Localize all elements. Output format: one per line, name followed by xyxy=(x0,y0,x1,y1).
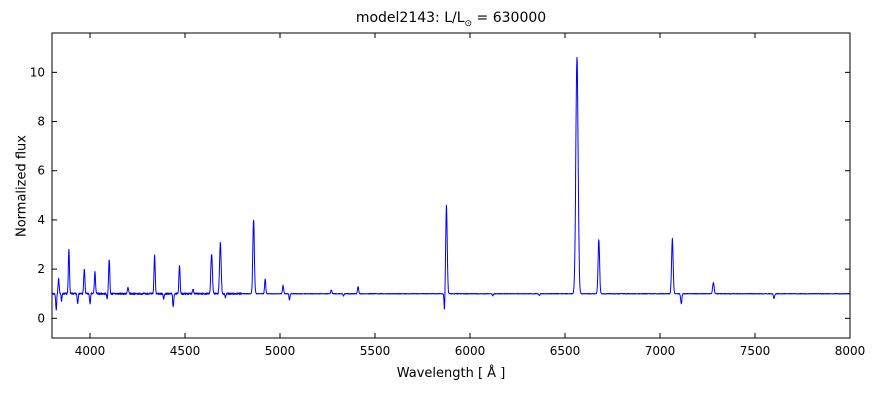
x-tick-label: 4500 xyxy=(170,344,201,358)
y-tick-label: 2 xyxy=(37,262,45,276)
x-tick-label: 7000 xyxy=(645,344,676,358)
x-tick-label: 7500 xyxy=(740,344,771,358)
y-tick-label: 10 xyxy=(30,65,45,79)
x-tick-label: 6000 xyxy=(455,344,486,358)
y-tick-label: 0 xyxy=(37,311,45,325)
x-tick-label: 8000 xyxy=(835,344,866,358)
chart-title: model2143: L/L⊙ = 630000 xyxy=(52,10,850,32)
plot-frame xyxy=(51,32,851,339)
chart-title-tail: = 630000 xyxy=(472,10,547,26)
spectrum-line xyxy=(51,56,851,311)
x-tick-label: 5000 xyxy=(265,344,296,358)
x-tick-label: 4000 xyxy=(75,344,106,358)
y-axis-label: Normalized flux xyxy=(14,135,30,237)
y-tick-label: 6 xyxy=(37,164,45,178)
x-tick-label: 6500 xyxy=(550,344,581,358)
x-axis-label: Wavelength [ Å ] xyxy=(396,366,506,381)
x-tick-label: 5500 xyxy=(360,344,391,358)
sun-symbol: ⊙ xyxy=(464,18,473,29)
chart-title-main: model2143: L/L xyxy=(355,10,465,26)
y-tick-label: 4 xyxy=(37,213,45,227)
y-tick-label: 8 xyxy=(37,115,45,129)
